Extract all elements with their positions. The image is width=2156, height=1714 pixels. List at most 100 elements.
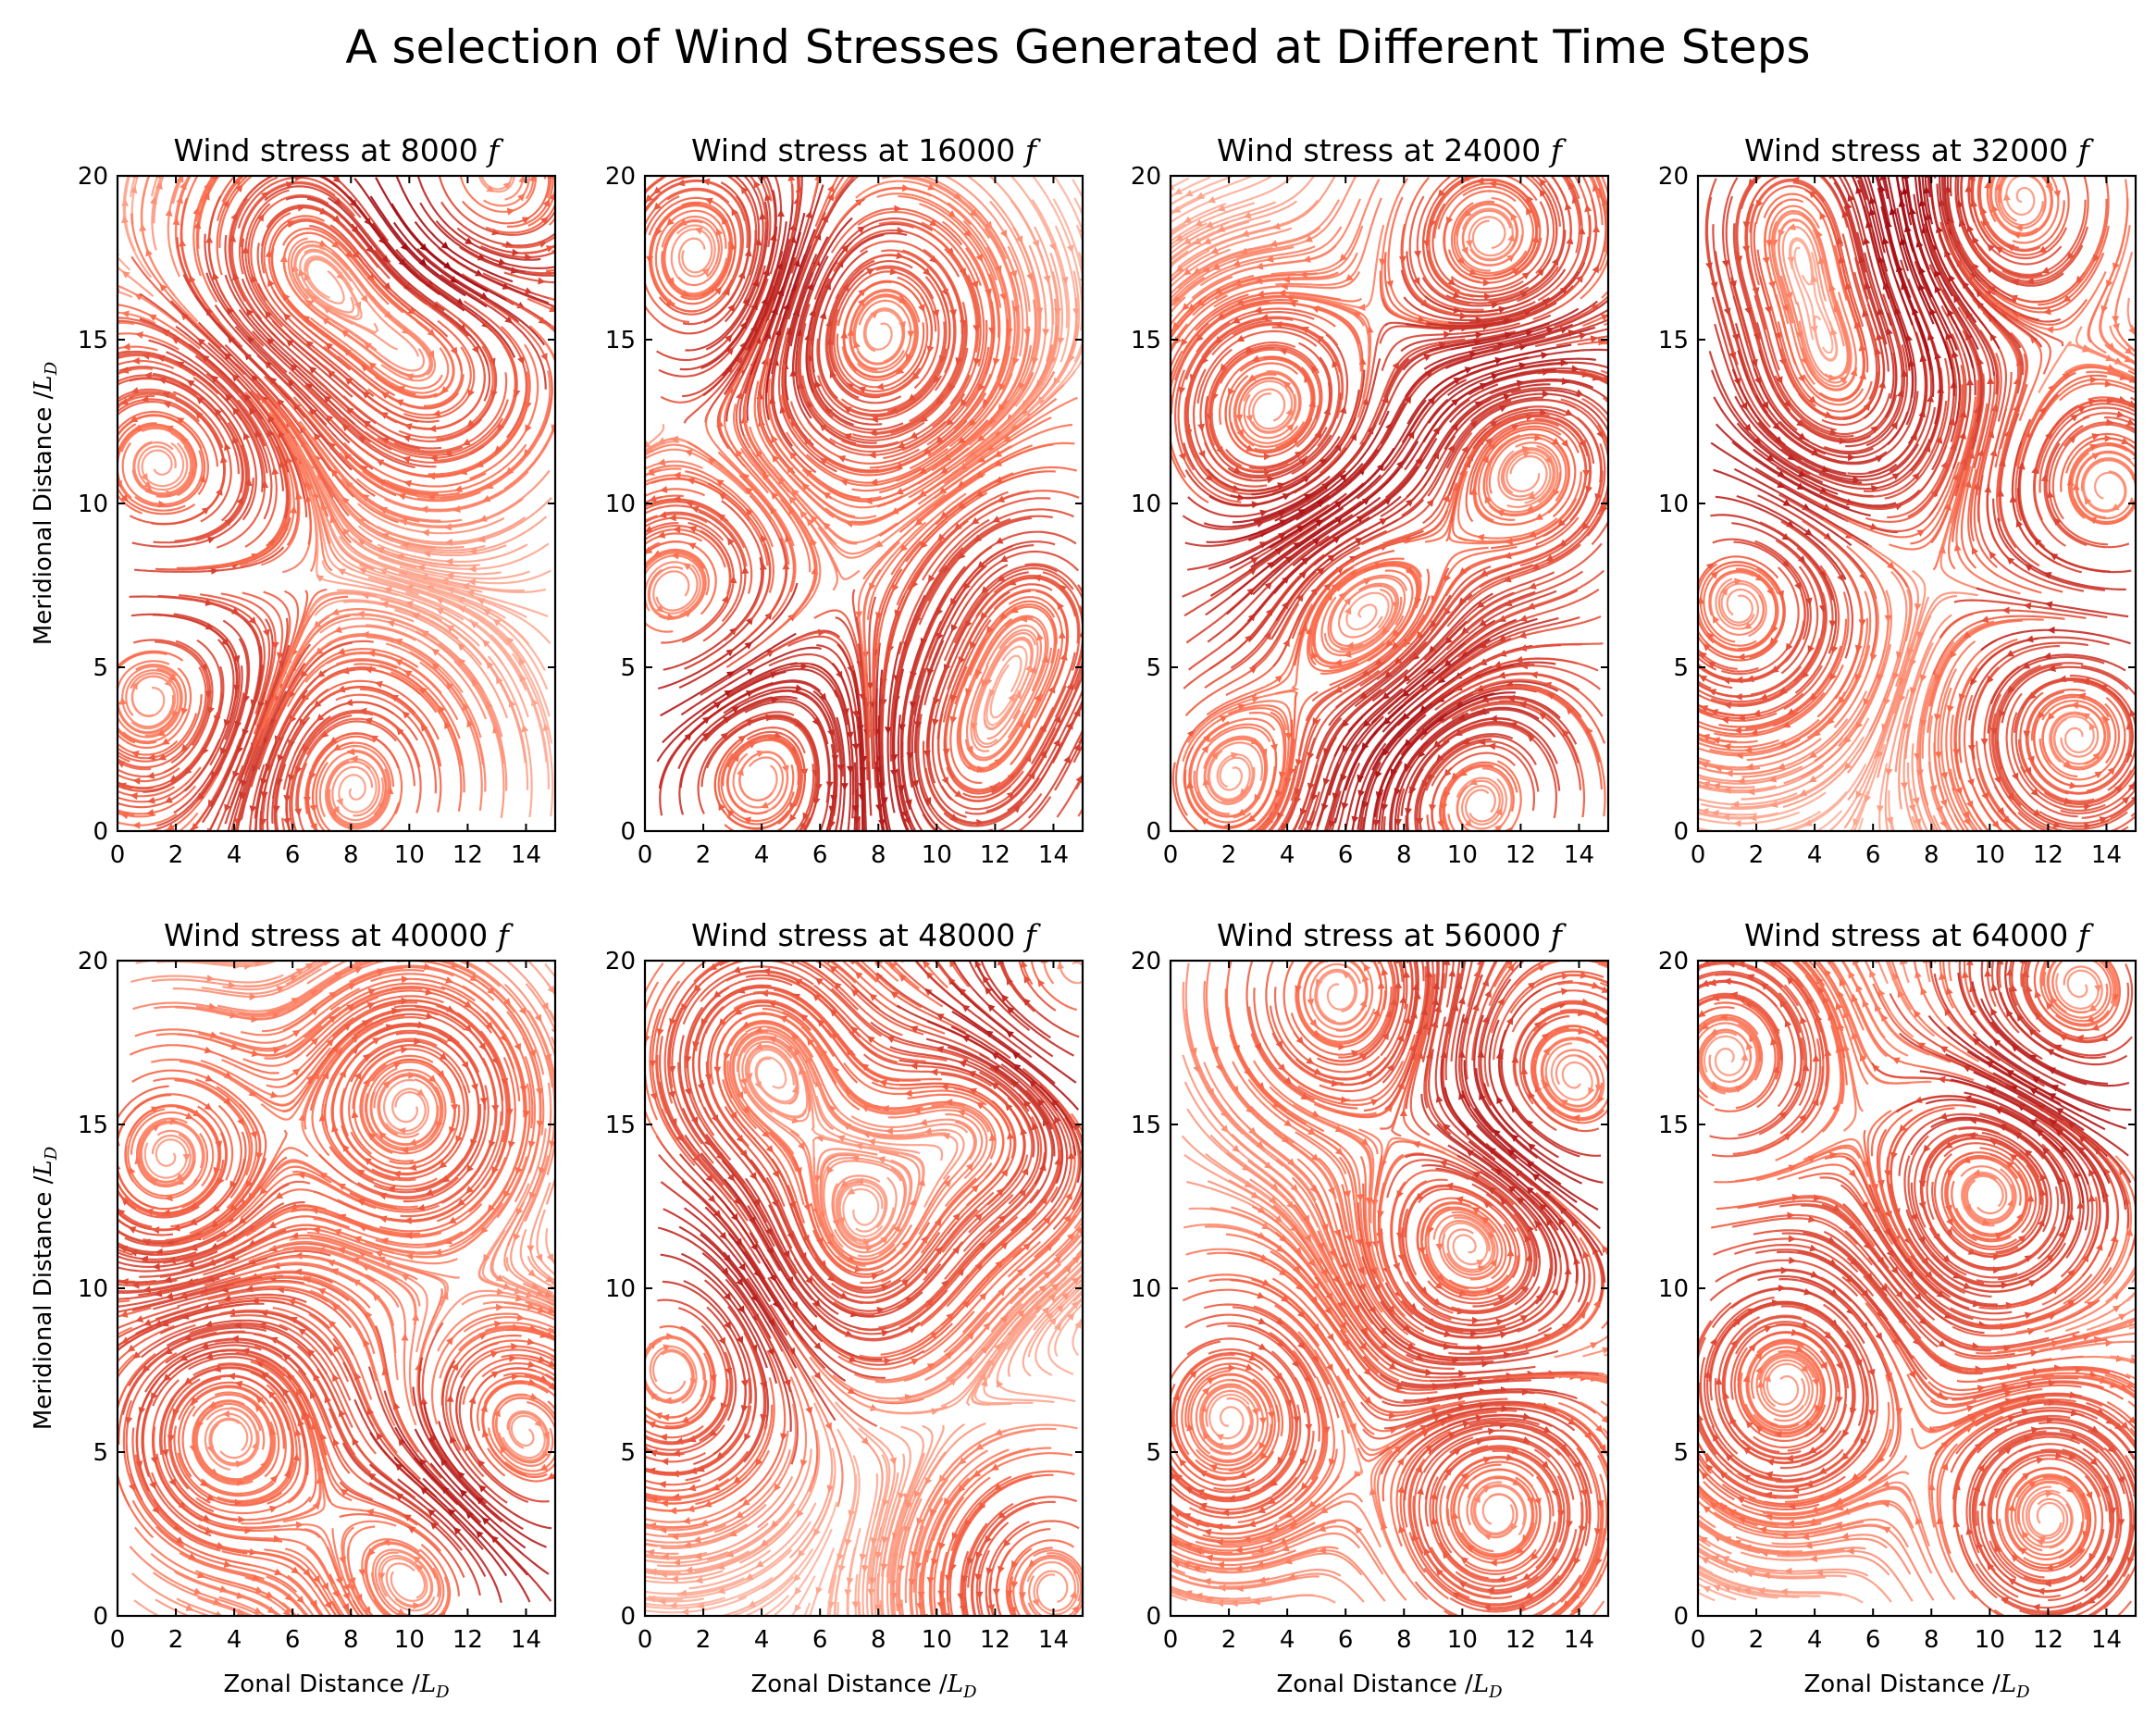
stream-arrow — [235, 184, 243, 193]
streamline — [218, 176, 254, 248]
streamline — [1731, 441, 1871, 517]
streamline — [645, 504, 748, 567]
stream-arrow — [1843, 762, 1852, 771]
streamline — [2049, 711, 2100, 764]
streamline — [1039, 252, 1083, 406]
streamline — [926, 397, 1058, 494]
stream-arrow — [1042, 329, 1050, 337]
stream-arrow — [266, 428, 274, 438]
stream-arrow — [517, 193, 526, 202]
stream-arrow — [403, 282, 412, 291]
stream-arrow — [1274, 675, 1283, 683]
streamline — [1945, 224, 2062, 323]
stream-arrow — [1312, 717, 1320, 727]
stream-arrow — [297, 268, 305, 277]
stream-arrow — [1328, 832, 1335, 840]
streamline — [525, 176, 535, 200]
streamline — [525, 270, 555, 275]
stream-arrow — [927, 183, 936, 191]
stream-arrow — [276, 652, 284, 661]
streamline — [281, 817, 286, 831]
streamline — [1940, 687, 1970, 831]
stream-arrow — [1264, 631, 1272, 640]
streamline — [260, 1594, 292, 1616]
stream-arrow — [1847, 193, 1854, 203]
streamline — [1202, 199, 1341, 269]
x-tick-label: 4 — [1280, 841, 1295, 869]
stream-arrow — [2029, 335, 2038, 344]
streamline — [305, 1546, 352, 1616]
stream-arrow — [657, 530, 666, 539]
stream-arrow — [2053, 517, 2062, 526]
streamline — [118, 767, 180, 783]
stream-arrow — [235, 1460, 244, 1468]
streamline — [1208, 750, 1251, 801]
streamline — [198, 1523, 334, 1584]
stream-arrow — [821, 214, 828, 223]
streamline — [2037, 403, 2136, 475]
stream-arrow — [1060, 276, 1069, 285]
stream-arrow — [1527, 602, 1536, 610]
stream-arrow — [165, 1194, 173, 1202]
stream-arrow — [2099, 816, 2108, 824]
stream-arrow — [120, 812, 129, 820]
streamline — [2063, 363, 2136, 379]
stream-arrow — [171, 337, 180, 344]
stream-arrow — [1428, 645, 1437, 653]
streamline — [1833, 181, 1888, 345]
stream-arrow — [843, 433, 852, 441]
streamline — [1344, 714, 1406, 831]
stream-arrow — [1426, 667, 1435, 676]
stream-arrow — [851, 743, 860, 751]
streamline — [1792, 181, 1865, 328]
stream-arrow — [108, 748, 117, 755]
streamline — [854, 689, 866, 831]
stream-arrow — [227, 1372, 236, 1381]
stream-arrow — [1900, 369, 1908, 378]
streamline — [1698, 680, 1712, 690]
stream-arrow — [929, 218, 938, 227]
stream-arrow — [1468, 351, 1478, 359]
streamline — [945, 176, 1031, 312]
streamline — [385, 642, 485, 765]
stream-arrow — [760, 801, 769, 809]
stream-arrow — [926, 667, 935, 677]
streamline — [927, 318, 1010, 457]
stream-arrow — [1518, 631, 1527, 640]
streamline — [118, 694, 203, 763]
streamline — [936, 370, 1056, 481]
stream-arrow — [1536, 267, 1545, 277]
stream-arrow — [512, 248, 520, 256]
streamline — [118, 1277, 220, 1300]
streamline — [118, 1279, 156, 1284]
stream-arrow — [1934, 751, 1942, 760]
streamline — [144, 1131, 247, 1232]
stream-arrow — [975, 669, 983, 677]
streamline — [1745, 618, 1848, 730]
stream-arrow — [204, 1046, 213, 1054]
stream-arrow — [427, 350, 435, 359]
stream-arrow — [182, 1153, 191, 1161]
stream-arrow — [1762, 256, 1770, 266]
stream-arrow — [403, 479, 412, 488]
stream-arrow — [250, 1130, 258, 1139]
stream-arrow — [155, 181, 163, 190]
stream-arrow — [998, 382, 1006, 391]
stream-arrow — [1987, 376, 1995, 384]
stream-arrow — [1476, 601, 1485, 608]
streamline — [726, 739, 798, 815]
streamline — [438, 247, 555, 308]
streamline — [2125, 423, 2136, 431]
streamline — [722, 734, 803, 806]
stream-arrow — [238, 1216, 247, 1224]
streamline — [968, 201, 1024, 357]
stream-arrow — [245, 308, 254, 317]
streamline — [118, 410, 210, 495]
stream-arrow — [1210, 246, 1220, 255]
stream-arrow — [1323, 406, 1332, 416]
streamline — [144, 1341, 283, 1393]
stream-arrow — [1235, 414, 1244, 422]
streamline — [315, 762, 401, 831]
streamline — [847, 294, 933, 398]
